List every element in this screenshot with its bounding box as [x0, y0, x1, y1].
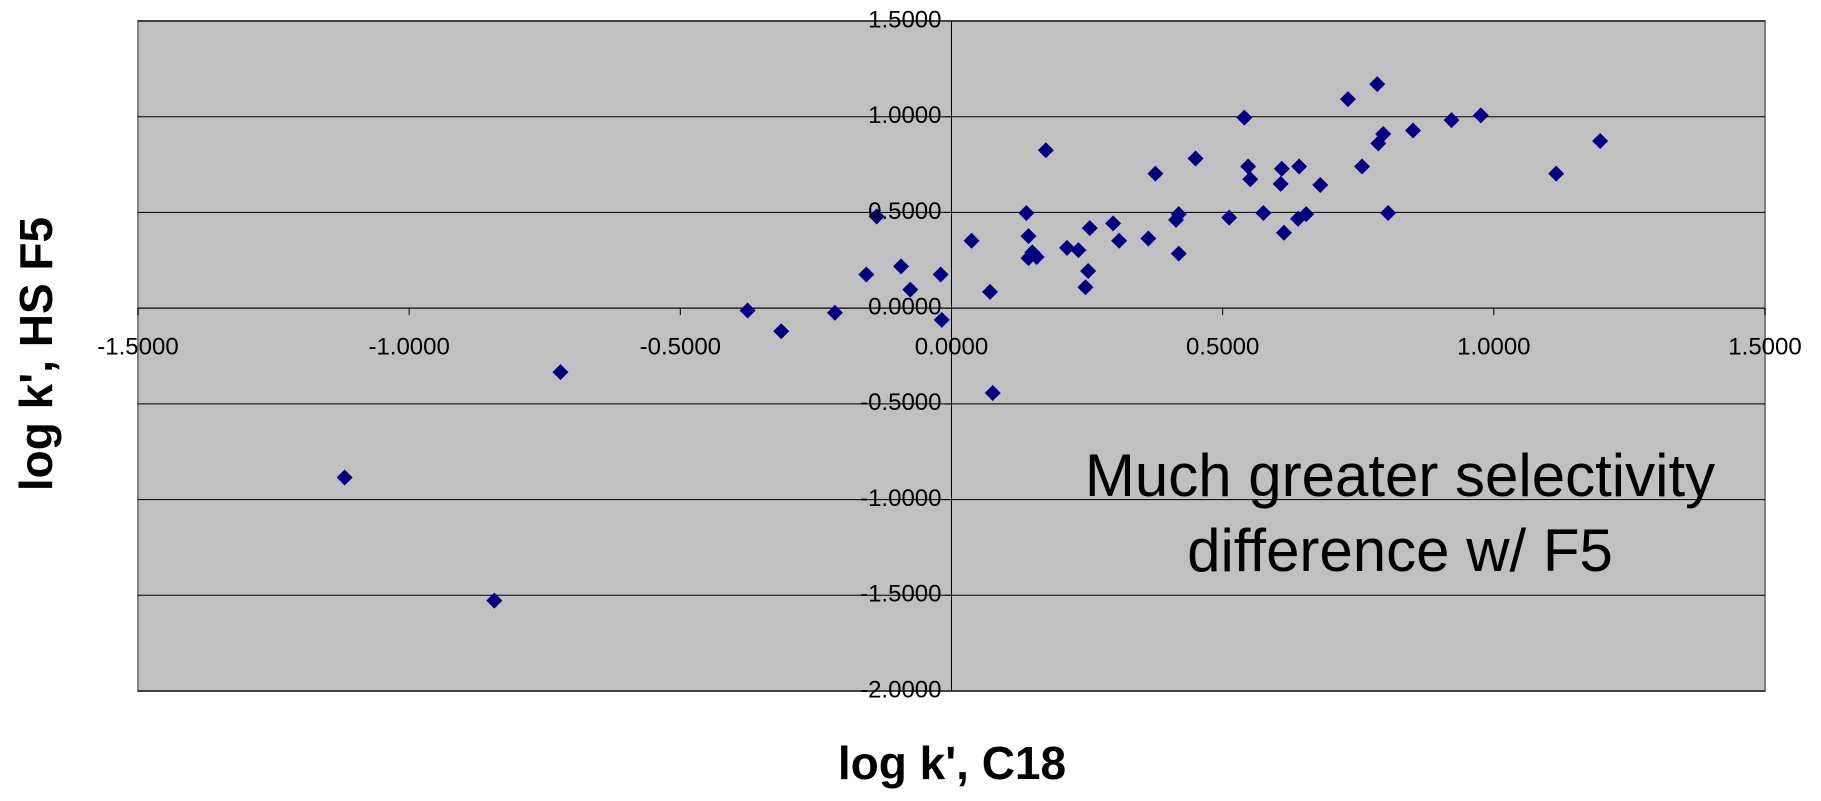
point: [739, 302, 756, 319]
point: [1380, 205, 1397, 222]
grid: [137, 20, 1766, 692]
point: [868, 208, 885, 225]
point: [1081, 220, 1098, 237]
point: [1405, 122, 1422, 139]
point: [893, 258, 910, 275]
point: [826, 304, 843, 321]
x-tick-label: -1.0000: [368, 333, 449, 360]
point: [932, 266, 949, 283]
y-tick-label: -2.0000: [860, 676, 941, 703]
x-tick-label: 0.5000: [1186, 333, 1259, 360]
point: [858, 266, 875, 283]
point: [1037, 142, 1054, 159]
x-tick-label: 0.0000: [915, 333, 988, 360]
y-tick-label: 0.5000: [868, 198, 941, 225]
point: [1187, 150, 1204, 167]
point: [982, 283, 999, 300]
point: [1147, 165, 1164, 182]
point: [1339, 91, 1356, 108]
point: [1242, 171, 1259, 188]
x-axis-title: log k', C18: [838, 737, 1066, 789]
point: [1273, 160, 1290, 177]
point: [1312, 177, 1329, 194]
point: [933, 311, 950, 328]
point: [1275, 224, 1292, 241]
point: [1369, 76, 1386, 93]
y-tick-label: 1.5000: [868, 6, 941, 33]
y-tick-label: -0.5000: [860, 389, 941, 416]
point: [1298, 206, 1315, 223]
point: [963, 232, 980, 249]
point: [1080, 263, 1097, 280]
point: [1111, 232, 1128, 249]
point: [1375, 125, 1392, 142]
point: [773, 323, 790, 340]
point: [902, 281, 919, 298]
point: [1272, 175, 1289, 192]
point: [1170, 245, 1187, 262]
y-axis-title: log k', HS F5: [10, 217, 62, 491]
point: [1240, 158, 1257, 175]
x-tick-label: 1.5000: [1728, 333, 1801, 360]
x-tick-label: -1.5000: [97, 333, 178, 360]
point: [1548, 165, 1565, 182]
point: [486, 592, 503, 609]
point: [1020, 228, 1037, 245]
point: [1592, 133, 1609, 150]
point: [1443, 112, 1460, 129]
marks: [336, 76, 1609, 609]
y-tick-label: 0.0000: [868, 293, 941, 320]
point: [1255, 205, 1272, 222]
x-tick-label: 1.0000: [1457, 333, 1530, 360]
point: [1059, 239, 1076, 256]
point: [1291, 158, 1308, 175]
point: [1077, 279, 1094, 296]
point: [1018, 205, 1035, 222]
point: [1354, 158, 1371, 175]
point: [1028, 249, 1045, 266]
point: [1472, 107, 1489, 124]
point: [1221, 209, 1238, 226]
annotation: difference w/ F5: [1187, 517, 1613, 584]
point: [1170, 206, 1187, 223]
y-tick-label: -1.0000: [860, 485, 941, 512]
x-tick-label: -0.5000: [640, 333, 721, 360]
point: [1105, 215, 1122, 232]
point: [552, 364, 569, 381]
point: [1140, 230, 1157, 247]
y-tick-label: 1.0000: [868, 102, 941, 129]
point: [1070, 242, 1087, 259]
point: [1236, 109, 1253, 126]
y-tick-label: -1.5000: [860, 581, 941, 608]
point: [984, 384, 1001, 401]
annotation: Much greater selectivity: [1085, 442, 1715, 509]
point: [336, 469, 353, 486]
